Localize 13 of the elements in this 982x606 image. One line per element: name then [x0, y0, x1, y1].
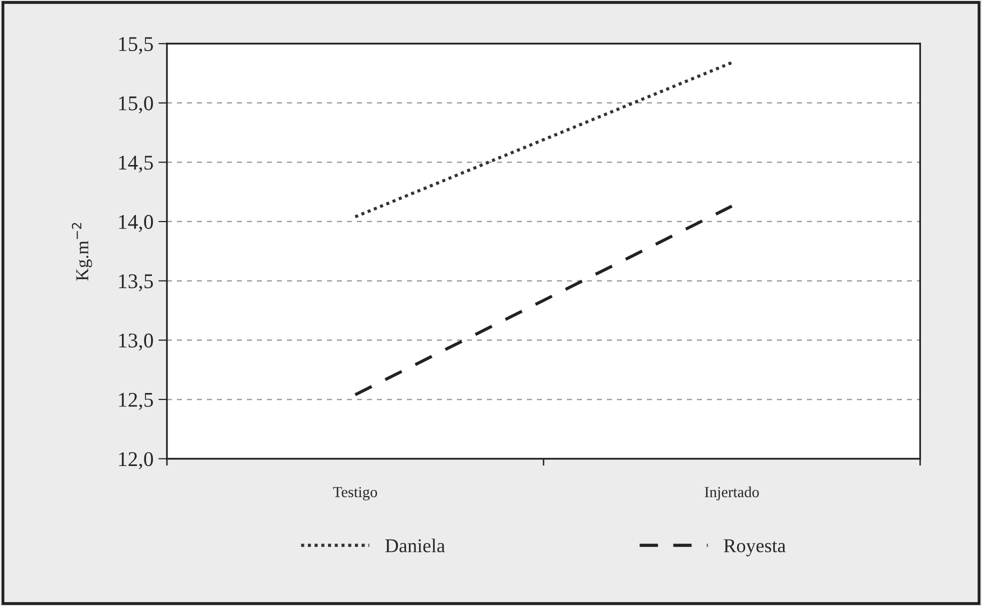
y-tick-label: 12,5	[119, 392, 153, 410]
x-tick-label: Injertado	[704, 486, 759, 500]
y-tick-label: 14,5	[119, 156, 153, 173]
y-axis-title: Kg.m$^{−2}$	[72, 222, 92, 281]
y-tick-label: 14,0	[119, 214, 153, 232]
y-tick-label: 15,0	[119, 96, 153, 114]
legend-label: Royesta	[724, 539, 786, 556]
x-tick-label: Testigo	[333, 486, 378, 500]
y-tick-label: 12,0	[119, 452, 153, 470]
y-tick-label: 13,5	[119, 274, 153, 292]
legend-label: Daniela	[385, 538, 445, 552]
y-tick-label: 13,0	[119, 334, 153, 351]
y-tick-label: 15,5	[119, 37, 153, 54]
